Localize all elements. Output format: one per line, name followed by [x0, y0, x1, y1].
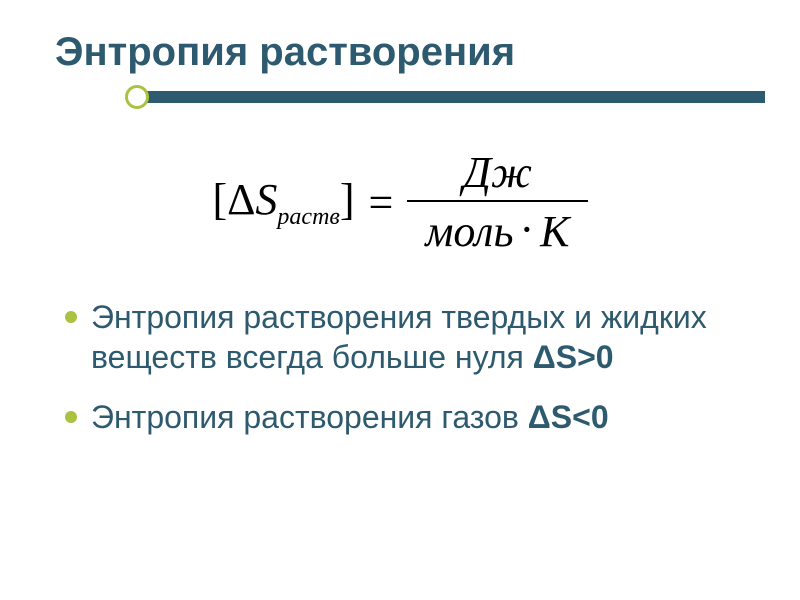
bullet-plain: Энтропия растворения твердых и жидких ве…: [91, 299, 707, 375]
list-item: Энтропия растворения газов ΔS<0: [65, 397, 755, 437]
list-item: Энтропия растворения твердых и жидких ве…: [65, 297, 755, 377]
bullet-strong: ΔS>0: [533, 339, 614, 375]
bullet-icon: [65, 311, 77, 323]
slide: Энтропия растворения [ΔSраств] = Дж моль…: [0, 0, 800, 600]
fraction: Дж моль·K: [407, 147, 587, 257]
numerator: Дж: [445, 147, 550, 200]
bullet-plain: Энтропия растворения газов: [91, 399, 528, 435]
bracket-close: ]: [340, 175, 355, 224]
bullet-list: Энтропия растворения твердых и жидких ве…: [65, 297, 755, 437]
bullet-strong: ΔS<0: [528, 399, 609, 435]
entropy-formula: [ΔSраств] = Дж моль·K: [45, 147, 755, 257]
formula-lhs: [ΔSраств]: [212, 174, 354, 231]
equals-sign: =: [368, 177, 393, 228]
title-bar: [145, 91, 765, 103]
bullet-icon: [65, 411, 77, 423]
denominator: моль·K: [407, 200, 587, 257]
bracket-open: [: [212, 175, 227, 224]
bullet-text-1: Энтропия растворения твердых и жидких ве…: [91, 297, 755, 377]
S-symbol: S: [255, 175, 277, 224]
subscript: раств: [277, 203, 339, 229]
bullet-text-2: Энтропия растворения газов ΔS<0: [91, 397, 609, 437]
title-circle-icon: [125, 85, 149, 109]
denom-right: K: [540, 207, 569, 256]
slide-title: Энтропия растворения: [55, 30, 755, 75]
denom-left: моль: [425, 207, 513, 256]
title-underline: [45, 87, 765, 107]
denom-dot: ·: [520, 205, 535, 254]
delta-symbol: Δ: [227, 175, 255, 224]
